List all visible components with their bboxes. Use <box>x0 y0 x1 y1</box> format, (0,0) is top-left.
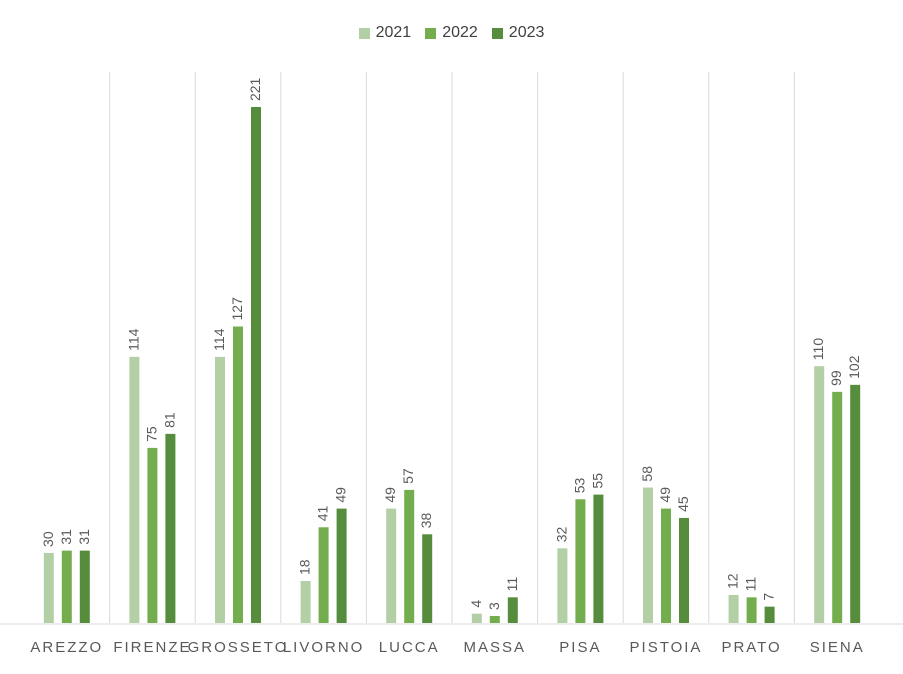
x-tick-label: AREZZO <box>30 639 103 656</box>
bar-2023-siena <box>850 384 861 623</box>
data-label: 58 <box>639 466 655 482</box>
bar-2021-pistoia <box>643 487 653 623</box>
bar-2023-arezzo <box>79 550 90 623</box>
legend-swatch-2022 <box>425 27 437 39</box>
bar-2021-grosseto <box>215 356 225 623</box>
bar-2021-prato <box>728 594 739 623</box>
legend-label-2021: 2021 <box>375 24 412 41</box>
bar-2021-massa <box>471 613 482 623</box>
legend-item-2021: 2021 <box>358 24 412 42</box>
data-label: 12 <box>725 573 741 589</box>
data-label: 81 <box>161 412 177 428</box>
x-tick-label: FIRENZE <box>113 639 191 656</box>
bar-2022-firenze <box>147 447 158 623</box>
bar-2023-prato <box>764 606 775 623</box>
bar-2022-lucca <box>404 489 415 623</box>
bar-2021-livorno <box>300 580 311 623</box>
x-tick-label: MASSA <box>464 639 527 656</box>
data-label: 102 <box>846 355 862 379</box>
bar-2022-livorno <box>318 527 329 623</box>
bar-2021-siena <box>814 366 825 623</box>
data-label: 53 <box>571 477 587 493</box>
data-label: 49 <box>382 487 398 503</box>
bar-2023-livorno <box>336 508 347 623</box>
data-label: 110 <box>810 338 826 361</box>
bar-2022-siena <box>832 391 843 623</box>
data-label: 11 <box>743 577 759 592</box>
data-label: 221 <box>247 77 263 101</box>
bar-2021-lucca <box>386 508 397 623</box>
bar-2023-grosseto <box>251 107 261 624</box>
data-label: 55 <box>589 473 605 489</box>
bar-2022-pisa <box>575 499 586 623</box>
legend-swatch-2023 <box>491 27 503 39</box>
bar-2023-firenze <box>165 433 176 623</box>
data-label: 11 <box>504 577 520 592</box>
x-tick-label: LUCCA <box>379 639 440 656</box>
x-tick-label: LIVORNO <box>283 639 365 656</box>
bar-2022-arezzo <box>61 550 72 623</box>
legend-item-2022: 2022 <box>425 24 478 42</box>
bar-2021-arezzo <box>43 552 54 623</box>
data-label: 30 <box>40 531 56 547</box>
data-label: 38 <box>418 512 434 528</box>
bar-2021-firenze <box>129 356 140 623</box>
data-label: 7 <box>761 593 777 601</box>
legend-label-2023: 2023 <box>508 24 545 41</box>
data-label: 31 <box>76 529 92 545</box>
bar-2023-pisa <box>593 494 604 623</box>
data-label: 75 <box>143 426 159 442</box>
legend-item-2023: 2023 <box>491 24 545 42</box>
legend-label-2022: 2022 <box>442 24 478 41</box>
x-tick-label: GROSSETO <box>188 639 289 656</box>
data-label: 49 <box>657 487 673 503</box>
bar-2022-grosseto <box>233 326 243 623</box>
data-label: 45 <box>675 496 691 512</box>
bar-2022-massa <box>489 615 500 623</box>
data-label: 49 <box>333 487 349 503</box>
bar-2022-pistoia <box>661 508 671 623</box>
legend: 2021 2022 2023 <box>0 22 903 44</box>
bar-2023-massa <box>507 597 518 623</box>
data-label: 114 <box>211 328 227 351</box>
x-tick-label: PISTOIA <box>630 639 703 656</box>
data-label: 41 <box>315 505 331 521</box>
x-tick-label: PRATO <box>721 639 781 656</box>
data-label: 127 <box>229 297 245 321</box>
data-label: 57 <box>400 468 416 484</box>
bar-2021-pisa <box>557 548 568 623</box>
data-label: 31 <box>58 529 74 545</box>
bar-2023-lucca <box>422 534 433 623</box>
data-label: 18 <box>297 559 313 575</box>
x-tick-label: PISA <box>559 639 601 656</box>
data-label: 114 <box>125 328 141 351</box>
legend-swatch-2021 <box>358 27 370 39</box>
data-label: 3 <box>486 602 502 610</box>
data-label: 4 <box>468 600 484 608</box>
data-label: 99 <box>828 370 844 386</box>
bar-2022-prato <box>746 597 757 623</box>
x-tick-label: SIENA <box>810 639 865 656</box>
bar-2023-pistoia <box>679 517 689 623</box>
data-label: 32 <box>553 527 569 543</box>
